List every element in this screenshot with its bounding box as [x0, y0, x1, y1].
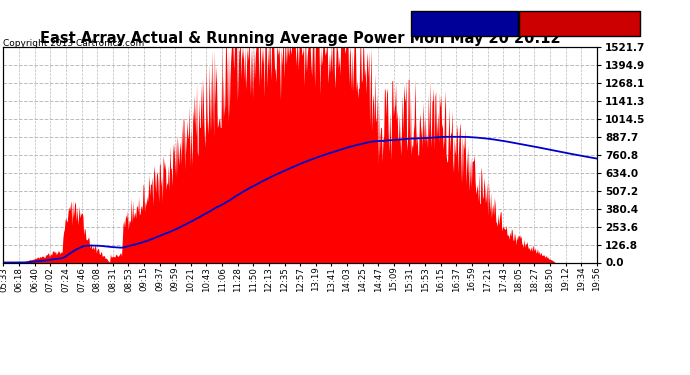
Title: East Array Actual & Running Average Power Mon May 20 20:12: East Array Actual & Running Average Powe…: [40, 31, 560, 46]
Text: Copyright 2013 Cartronics.com: Copyright 2013 Cartronics.com: [3, 39, 145, 48]
Text: Average  (DC Watts): Average (DC Watts): [414, 19, 523, 28]
Text: East Array  (DC Watts): East Array (DC Watts): [522, 19, 643, 28]
